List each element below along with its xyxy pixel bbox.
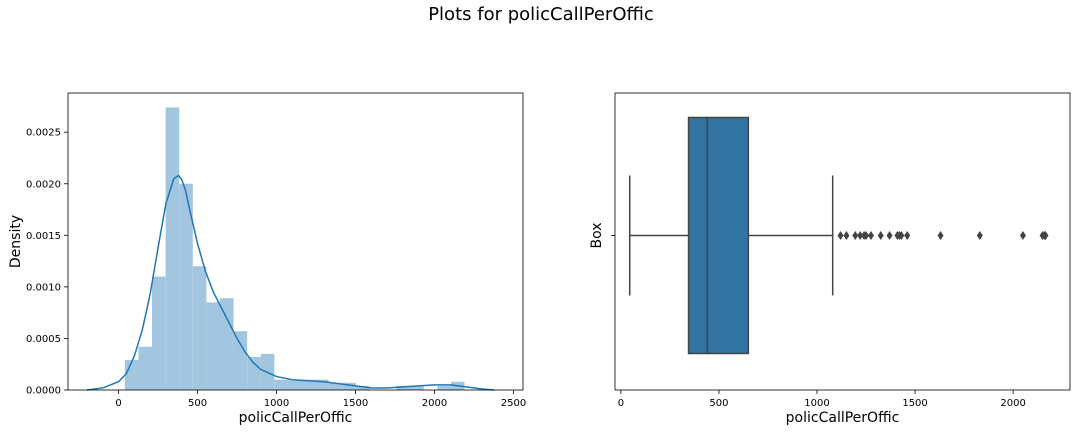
boxplot-outlier — [1019, 231, 1026, 240]
boxplot-outliers — [837, 231, 1049, 240]
histogram-x-tick-label: 2500 — [501, 398, 526, 409]
histogram-bar — [437, 385, 451, 390]
boxplot-x-ticks: 0 500 1000 1500 2000 — [618, 390, 1026, 409]
histogram-bar — [315, 379, 329, 390]
histogram-y-tick-label: 0.0010 — [26, 282, 61, 293]
histogram-bar — [410, 385, 424, 390]
boxplot-outlier — [863, 231, 870, 240]
histogram-x-tick-label: 500 — [188, 398, 207, 409]
figure-title: Plots for policCallPerOffic — [428, 4, 654, 25]
histogram-x-tick-label: 1000 — [264, 398, 289, 409]
boxplot-box-group — [628, 116, 834, 355]
boxplot-y-axis-label: Box — [589, 222, 605, 248]
histogram-x-tick-label: 2000 — [422, 398, 447, 409]
histogram-axes-border — [67, 92, 524, 391]
histogram-bar — [124, 360, 139, 390]
histogram-bar — [152, 276, 166, 390]
boxplot-outlier — [867, 231, 874, 240]
histogram-y-tick-label: 0.0015 — [26, 231, 61, 242]
histogram-bar — [233, 331, 248, 390]
histogram-bar — [342, 382, 356, 390]
histogram-bar — [396, 385, 411, 390]
histogram-plot-area — [68, 93, 523, 390]
boxplot-outlier — [886, 231, 893, 240]
boxplot-x-tick-label: 2000 — [1000, 398, 1025, 409]
histogram-bar — [138, 346, 153, 390]
histogram-y-tick-label: 0.0020 — [26, 179, 61, 190]
histogram-y-tick-label: 0.0000 — [26, 386, 61, 397]
histogram-bar — [287, 379, 302, 390]
histogram-bar — [328, 382, 343, 390]
boxplot-outlier — [877, 231, 884, 240]
histogram-bar — [355, 385, 370, 390]
boxplot-axes-border — [614, 92, 1071, 391]
boxplot-outlier — [857, 231, 864, 240]
kde-curve — [86, 174, 495, 391]
histogram-x-tick-label: 0 — [115, 398, 121, 409]
boxplot-box — [687, 116, 750, 355]
boxplot-panel: 0 500 1000 1500 2000 policCallPerOffic Box — [589, 92, 1071, 426]
boxplot-outlier — [843, 231, 850, 240]
boxplot-x-axis-label: policCallPerOffic — [786, 410, 900, 426]
histogram-bar — [206, 302, 220, 390]
boxplot-outlier — [904, 231, 911, 240]
histogram-y-axis-label: Density — [8, 215, 24, 268]
histogram-x-axis-label: policCallPerOffic — [239, 410, 353, 426]
histogram-bar — [274, 379, 288, 390]
histogram-bar — [165, 107, 180, 390]
boxplot-x-tick-label: 0 — [618, 398, 624, 409]
boxplot-outlier — [1042, 231, 1049, 240]
histogram-bar — [219, 298, 234, 390]
boxplot-outlier — [852, 231, 859, 240]
histogram-y-tick-label: 0.0005 — [26, 334, 61, 345]
histogram-x-tick-label: 1500 — [343, 398, 368, 409]
histogram-x-ticks: 0 500 1000 1500 2000 2500 — [115, 390, 526, 409]
histogram-bars — [124, 107, 465, 390]
boxplot-x-tick-label: 1000 — [804, 398, 829, 409]
histogram-panel: 0 500 1000 1500 2000 2500 0.00000.00050.00100… — [8, 92, 526, 426]
boxplot-x-tick-label: 1500 — [902, 398, 927, 409]
boxplot-outlier — [976, 231, 983, 240]
histogram-bar — [301, 379, 316, 390]
histogram-bar — [192, 266, 207, 390]
histogram-bar — [179, 183, 193, 390]
boxplot-outlier — [898, 231, 905, 240]
histogram-y-ticks: 0.0000 0.0005 0.0010 0.0015 0.0020 0.0025 — [26, 128, 68, 397]
histogram-y-tick-label: 0.0025 — [26, 128, 61, 139]
histogram-bar — [247, 357, 261, 390]
boxplot-outlier — [937, 231, 944, 240]
boxplot-outlier — [837, 231, 844, 240]
boxplot-x-tick-label: 500 — [709, 398, 728, 409]
